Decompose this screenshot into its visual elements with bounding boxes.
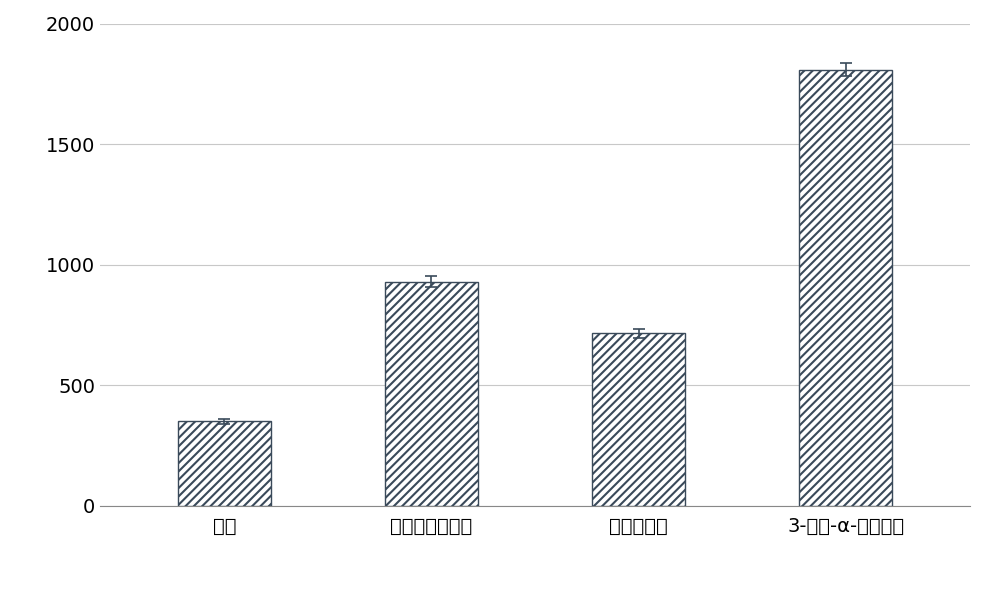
Bar (178, 421, 271, 506)
Bar (799, 70, 892, 506)
Bar (592, 333, 685, 506)
Bar (385, 281, 478, 506)
